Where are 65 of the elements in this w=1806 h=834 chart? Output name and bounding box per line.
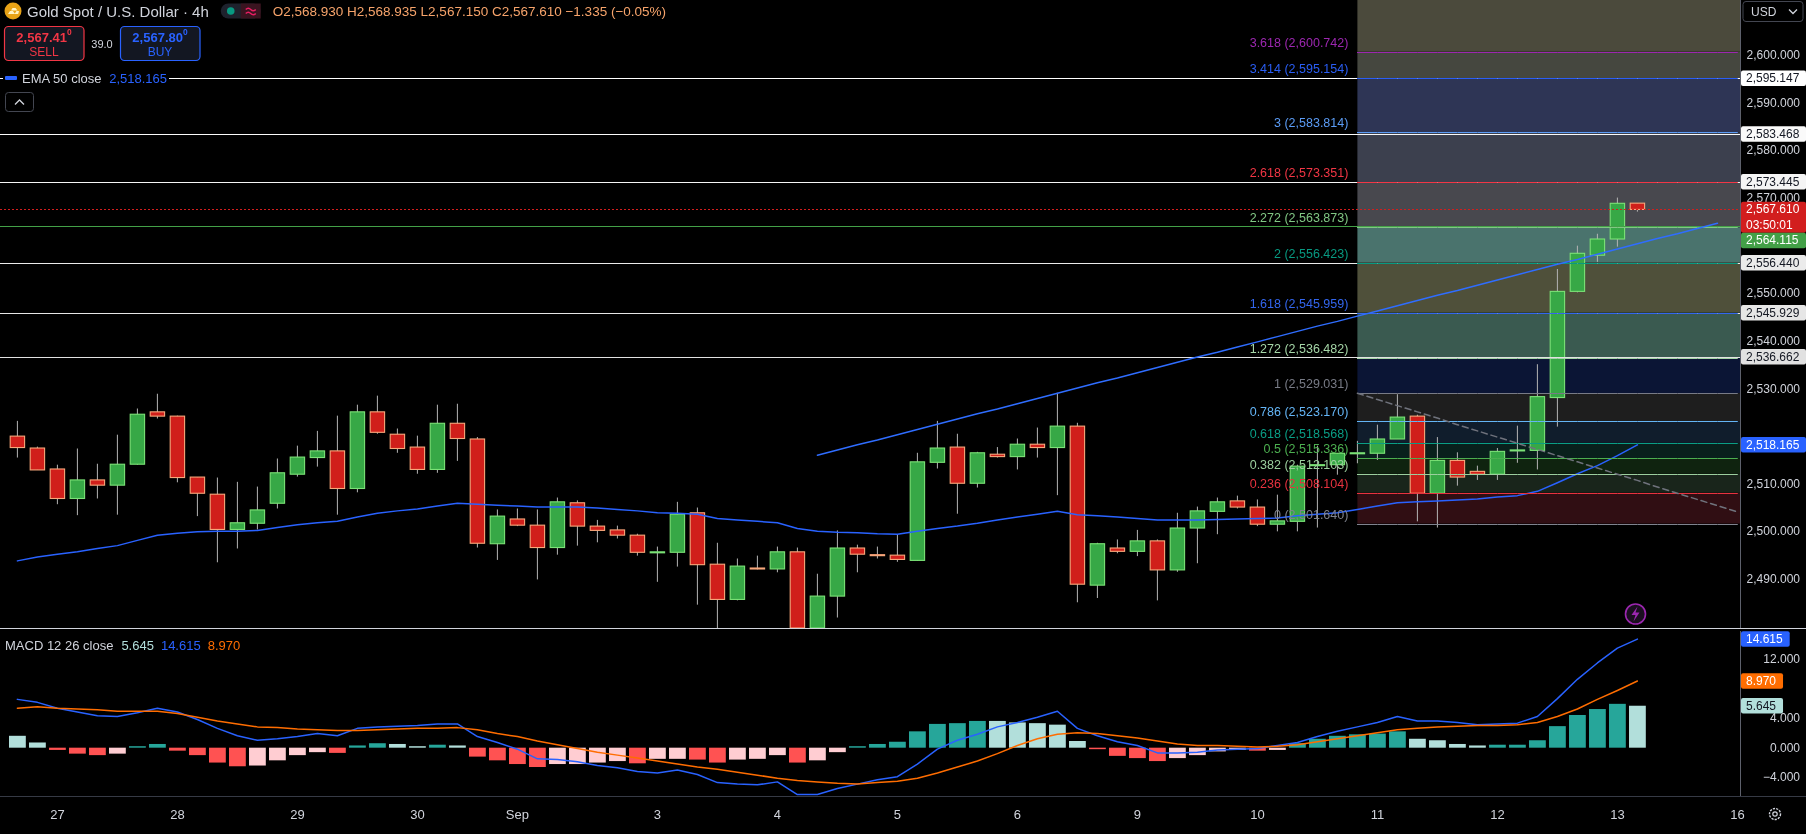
annotation: 39.0	[91, 38, 113, 50]
x-tick-label: 12	[1490, 806, 1505, 822]
y-tick-label: 12.000	[1763, 651, 1801, 666]
annotation: SELL	[29, 45, 59, 59]
series-label: 0.618 (2,518.568)	[1249, 426, 1349, 441]
y-tick-label: 2,540.000	[1746, 333, 1801, 348]
annotation: BUY	[147, 45, 173, 59]
y-tick-label: 0.000	[1769, 740, 1801, 755]
ref-line-label: 2,545.929	[1746, 305, 1800, 320]
x-tick-label: 30	[410, 806, 425, 822]
y-tick-label: 2,580.000	[1746, 143, 1801, 158]
y-tick-label: −4.000	[1762, 770, 1801, 785]
series-label: 3.414 (2,595.154)	[1249, 62, 1349, 77]
ref-line-label: 2,595.147	[1746, 71, 1800, 86]
annotation: 2,567.41$^{0}$	[16, 27, 72, 45]
y-tick-label: 2,530.000	[1746, 381, 1801, 396]
series-label: 2 (2,556.423)	[1274, 246, 1349, 261]
y-tick-label: 2,500.000	[1746, 524, 1801, 539]
series-label: 1.618 (2,545.959)	[1249, 296, 1349, 311]
y-tick-label: 2,510.000	[1746, 476, 1801, 491]
ref-line-label: 2,536.662	[1746, 349, 1800, 364]
text: 2,518.165	[1746, 437, 1800, 452]
text: 14.615	[160, 637, 201, 653]
annotation: 8.970	[1746, 674, 1777, 689]
x-tick-label: 4	[773, 806, 782, 822]
ref-line-label: 2,583.468	[1746, 126, 1800, 141]
x-tick-label: 28	[170, 806, 185, 822]
x-tick-label: 29	[290, 806, 305, 822]
text: 8.970	[207, 637, 241, 653]
chart-title: Gold Spot / U.S. Dollar · 4h	[27, 2, 209, 20]
x-tick-label: 5	[893, 806, 902, 822]
x-tick-label: 10	[1250, 806, 1265, 822]
text: 5.645	[121, 637, 154, 653]
series-label: 1 (2,529.031)	[1274, 377, 1349, 392]
series-label: 3.618 (2,600.742)	[1249, 35, 1349, 50]
x-tick-label: 6	[1013, 806, 1022, 822]
ref-line-label: 2,564.115	[1746, 233, 1799, 248]
ref-line-label: 2,573.445	[1746, 174, 1800, 189]
annotation: 2,518.165	[109, 70, 168, 86]
x-tick-label: Sep	[505, 806, 529, 822]
text: USD	[1751, 4, 1777, 19]
y-tick-label: 2,550.000	[1746, 286, 1801, 301]
series-label: 1.272 (2,536.482)	[1249, 341, 1349, 356]
chart-subtitle: O2,568.930 H2,568.935 L2,567.150 C2,567.610 −1.335 (−0.05%)	[272, 3, 667, 19]
text: MACD 12 26 close	[5, 637, 114, 653]
x-tick-label: 13	[1610, 806, 1625, 822]
annotation: 14.615	[1746, 632, 1784, 647]
series-label: 0.786 (2,523.170)	[1249, 405, 1349, 420]
series-label: 3 (2,583.814)	[1274, 116, 1349, 131]
y-tick-label: 2,490.000	[1746, 571, 1801, 586]
y-tick-label: 4.000	[1769, 710, 1801, 725]
x-tick-label: 11	[1370, 806, 1385, 822]
x-tick-label: 27	[50, 806, 65, 822]
text: 03:50:01	[1746, 217, 1794, 232]
x-tick-label: 16	[1730, 806, 1745, 822]
y-tick-label: 2,600.000	[1746, 48, 1801, 63]
legend-label: EMA 50 close	[22, 70, 102, 86]
series-label: 2.618 (2,573.351)	[1249, 166, 1349, 181]
annotation: 2,567.80$^{0}$	[132, 27, 188, 45]
y-tick-label: 2,590.000	[1746, 95, 1801, 110]
x-tick-label: 3	[653, 806, 662, 822]
annotation: 5.645	[1746, 698, 1777, 713]
x-tick-label: 9	[1133, 806, 1142, 822]
ref-line-label: 2,556.440	[1746, 255, 1800, 270]
series-label: 2.272 (2,563.873)	[1249, 211, 1349, 226]
